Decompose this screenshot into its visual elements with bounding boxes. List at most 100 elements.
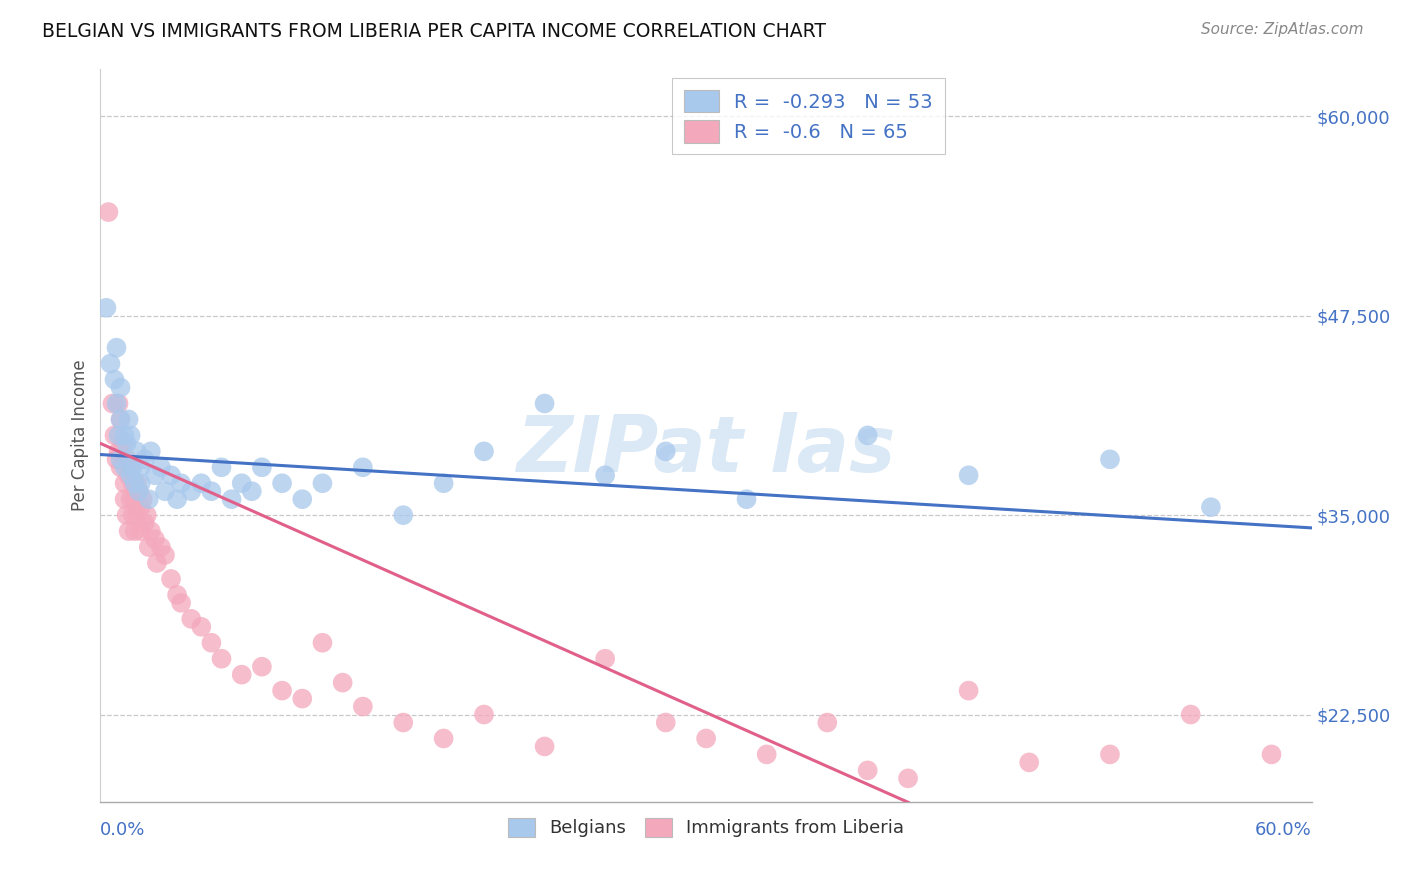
Point bbox=[695, 731, 717, 746]
Point bbox=[139, 524, 162, 538]
Point bbox=[110, 412, 132, 426]
Point bbox=[105, 396, 128, 410]
Point bbox=[1199, 500, 1222, 515]
Point bbox=[103, 428, 125, 442]
Point bbox=[129, 460, 152, 475]
Point bbox=[128, 484, 150, 499]
Point bbox=[231, 667, 253, 681]
Point bbox=[755, 747, 778, 762]
Y-axis label: Per Capita Income: Per Capita Income bbox=[72, 359, 89, 511]
Point bbox=[957, 468, 980, 483]
Point bbox=[121, 508, 143, 523]
Point bbox=[153, 548, 176, 562]
Point bbox=[250, 460, 273, 475]
Point bbox=[107, 428, 129, 442]
Point bbox=[143, 532, 166, 546]
Point bbox=[115, 436, 138, 450]
Point bbox=[107, 396, 129, 410]
Point bbox=[110, 380, 132, 394]
Point bbox=[120, 492, 142, 507]
Point bbox=[153, 484, 176, 499]
Point bbox=[114, 428, 136, 442]
Point bbox=[957, 683, 980, 698]
Legend: Belgians, Immigrants from Liberia: Belgians, Immigrants from Liberia bbox=[501, 811, 911, 845]
Point bbox=[129, 524, 152, 538]
Point bbox=[211, 460, 233, 475]
Point bbox=[472, 444, 495, 458]
Point bbox=[240, 484, 263, 499]
Point bbox=[124, 492, 146, 507]
Point bbox=[103, 373, 125, 387]
Point bbox=[129, 476, 152, 491]
Point bbox=[117, 524, 139, 538]
Point bbox=[110, 452, 132, 467]
Point bbox=[180, 484, 202, 499]
Point bbox=[149, 540, 172, 554]
Point bbox=[190, 476, 212, 491]
Point bbox=[100, 357, 122, 371]
Point bbox=[170, 596, 193, 610]
Point bbox=[124, 476, 146, 491]
Point bbox=[115, 452, 138, 467]
Point bbox=[433, 731, 456, 746]
Point bbox=[114, 492, 136, 507]
Point bbox=[211, 651, 233, 665]
Point bbox=[139, 444, 162, 458]
Point bbox=[120, 460, 142, 475]
Point bbox=[121, 476, 143, 491]
Point bbox=[735, 492, 758, 507]
Point bbox=[121, 460, 143, 475]
Point bbox=[352, 460, 374, 475]
Point bbox=[1180, 707, 1202, 722]
Point bbox=[146, 556, 169, 570]
Point bbox=[533, 396, 555, 410]
Point bbox=[311, 636, 333, 650]
Point bbox=[593, 468, 616, 483]
Point bbox=[166, 588, 188, 602]
Point bbox=[271, 476, 294, 491]
Point bbox=[115, 508, 138, 523]
Point bbox=[1098, 452, 1121, 467]
Point bbox=[110, 460, 132, 475]
Point bbox=[110, 412, 132, 426]
Point bbox=[120, 468, 142, 483]
Point bbox=[166, 492, 188, 507]
Point bbox=[311, 476, 333, 491]
Point bbox=[134, 516, 156, 530]
Point bbox=[117, 468, 139, 483]
Text: BELGIAN VS IMMIGRANTS FROM LIBERIA PER CAPITA INCOME CORRELATION CHART: BELGIAN VS IMMIGRANTS FROM LIBERIA PER C… bbox=[42, 22, 827, 41]
Point bbox=[352, 699, 374, 714]
Text: 60.0%: 60.0% bbox=[1256, 822, 1312, 839]
Point bbox=[291, 492, 314, 507]
Point bbox=[160, 572, 183, 586]
Point bbox=[897, 772, 920, 786]
Point bbox=[533, 739, 555, 754]
Point bbox=[96, 301, 118, 315]
Point bbox=[200, 484, 222, 499]
Point bbox=[1018, 756, 1040, 770]
Point bbox=[160, 468, 183, 483]
Text: Source: ZipAtlas.com: Source: ZipAtlas.com bbox=[1201, 22, 1364, 37]
Point bbox=[129, 500, 152, 515]
Point bbox=[1098, 747, 1121, 762]
Point bbox=[128, 484, 150, 499]
Point bbox=[114, 460, 136, 475]
Point bbox=[111, 436, 134, 450]
Point bbox=[135, 508, 157, 523]
Point bbox=[138, 540, 160, 554]
Point bbox=[125, 444, 148, 458]
Point bbox=[97, 205, 120, 219]
Point bbox=[392, 715, 415, 730]
Point bbox=[433, 476, 456, 491]
Point bbox=[291, 691, 314, 706]
Point bbox=[143, 468, 166, 483]
Point bbox=[125, 476, 148, 491]
Point bbox=[593, 651, 616, 665]
Point bbox=[107, 444, 129, 458]
Point bbox=[332, 675, 354, 690]
Point bbox=[392, 508, 415, 523]
Point bbox=[101, 396, 124, 410]
Point bbox=[105, 452, 128, 467]
Point bbox=[149, 460, 172, 475]
Point bbox=[117, 412, 139, 426]
